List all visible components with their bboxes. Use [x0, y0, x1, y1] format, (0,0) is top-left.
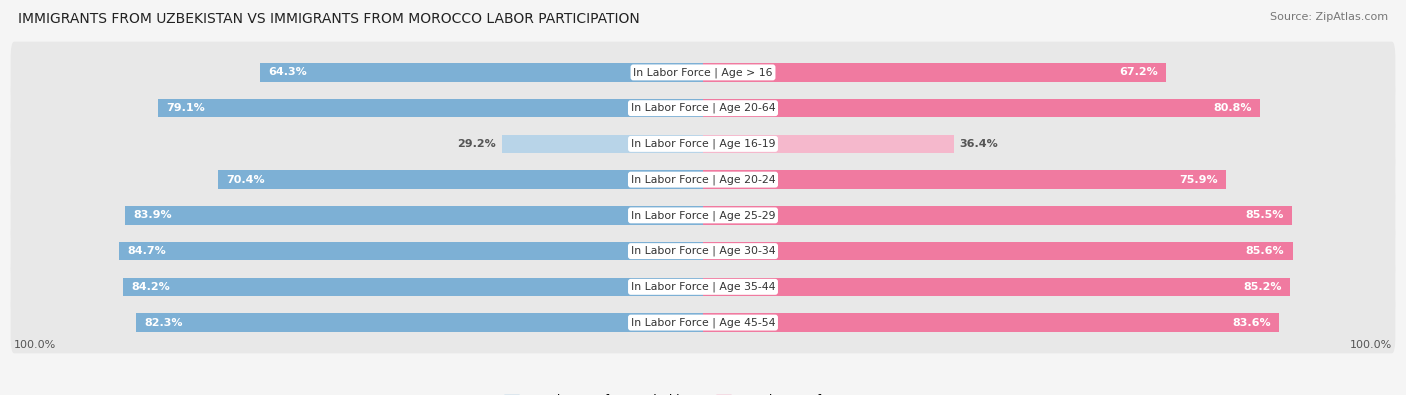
- Text: 67.2%: 67.2%: [1119, 68, 1157, 77]
- Bar: [157, 99, 703, 117]
- Bar: [125, 206, 703, 225]
- Legend: Immigrants from Uzbekistan, Immigrants from Morocco: Immigrants from Uzbekistan, Immigrants f…: [503, 394, 903, 395]
- Text: 85.2%: 85.2%: [1243, 282, 1282, 292]
- Bar: [703, 170, 1226, 189]
- FancyBboxPatch shape: [11, 292, 1395, 353]
- Text: 70.4%: 70.4%: [226, 175, 264, 184]
- FancyBboxPatch shape: [11, 149, 1395, 211]
- FancyBboxPatch shape: [11, 42, 1395, 103]
- Text: 80.8%: 80.8%: [1213, 103, 1251, 113]
- Text: In Labor Force | Age 30-34: In Labor Force | Age 30-34: [631, 246, 775, 256]
- Text: 84.7%: 84.7%: [128, 246, 166, 256]
- Bar: [703, 206, 1292, 225]
- Text: In Labor Force | Age 16-19: In Labor Force | Age 16-19: [631, 139, 775, 149]
- Text: In Labor Force | Age 20-64: In Labor Force | Age 20-64: [631, 103, 775, 113]
- Text: 85.6%: 85.6%: [1246, 246, 1285, 256]
- Text: 83.6%: 83.6%: [1232, 318, 1271, 327]
- Text: In Labor Force | Age 45-54: In Labor Force | Age 45-54: [631, 317, 775, 328]
- Bar: [502, 135, 703, 153]
- Bar: [218, 170, 703, 189]
- Text: 83.9%: 83.9%: [134, 211, 172, 220]
- Text: 85.5%: 85.5%: [1246, 211, 1284, 220]
- Text: 82.3%: 82.3%: [145, 318, 183, 327]
- Bar: [703, 313, 1279, 332]
- Text: In Labor Force | Age 25-29: In Labor Force | Age 25-29: [631, 210, 775, 221]
- Bar: [120, 242, 703, 260]
- Text: IMMIGRANTS FROM UZBEKISTAN VS IMMIGRANTS FROM MOROCCO LABOR PARTICIPATION: IMMIGRANTS FROM UZBEKISTAN VS IMMIGRANTS…: [18, 12, 640, 26]
- Bar: [703, 135, 953, 153]
- Bar: [122, 278, 703, 296]
- Text: 79.1%: 79.1%: [166, 103, 205, 113]
- Bar: [260, 63, 703, 82]
- Bar: [703, 278, 1289, 296]
- Text: 100.0%: 100.0%: [1350, 340, 1392, 350]
- Bar: [703, 63, 1166, 82]
- Text: Source: ZipAtlas.com: Source: ZipAtlas.com: [1270, 12, 1388, 22]
- Text: In Labor Force | Age 35-44: In Labor Force | Age 35-44: [631, 282, 775, 292]
- Text: In Labor Force | Age 20-24: In Labor Force | Age 20-24: [631, 174, 775, 185]
- Text: 100.0%: 100.0%: [14, 340, 56, 350]
- FancyBboxPatch shape: [11, 184, 1395, 246]
- Text: 84.2%: 84.2%: [131, 282, 170, 292]
- FancyBboxPatch shape: [11, 220, 1395, 282]
- Bar: [703, 242, 1292, 260]
- FancyBboxPatch shape: [11, 256, 1395, 318]
- FancyBboxPatch shape: [11, 77, 1395, 139]
- Text: 75.9%: 75.9%: [1180, 175, 1218, 184]
- Text: 36.4%: 36.4%: [959, 139, 998, 149]
- Bar: [136, 313, 703, 332]
- Text: 29.2%: 29.2%: [457, 139, 496, 149]
- Text: 64.3%: 64.3%: [269, 68, 307, 77]
- FancyBboxPatch shape: [11, 113, 1395, 175]
- Bar: [703, 99, 1260, 117]
- Text: In Labor Force | Age > 16: In Labor Force | Age > 16: [633, 67, 773, 78]
